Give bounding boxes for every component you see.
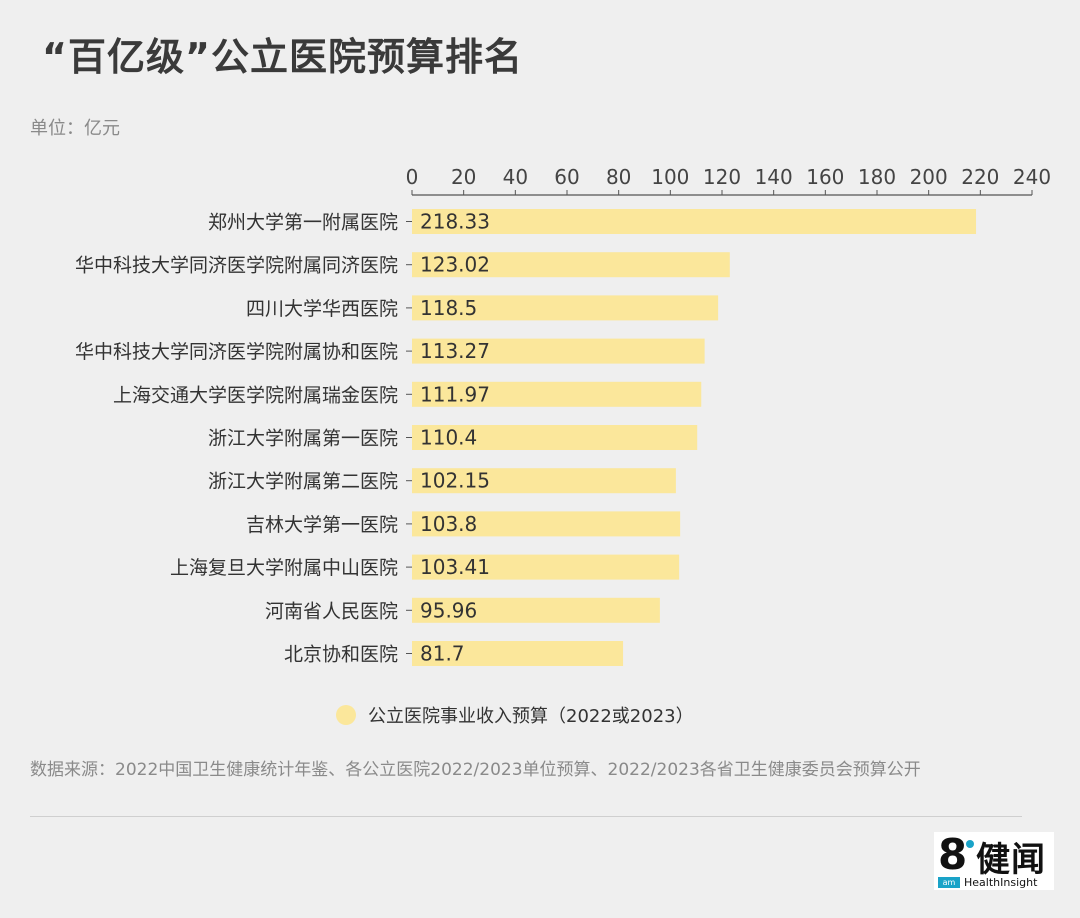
x-tick-label: 40 [503,165,528,189]
bar [412,511,681,537]
category-label: 河南省人民医院 [265,600,398,622]
logo-name-en: HealthInsight [964,876,1038,889]
page-title: “百亿级”公立医院预算排名 [42,35,523,79]
bar [412,295,719,321]
legend: 公立医院事业收入预算（2022或2023） [336,702,694,728]
brand-logo: 8 健闻 am HealthInsight [934,830,1054,892]
value-label: 102.15 [420,469,490,493]
x-tick-label: 120 [703,165,741,189]
value-label: 123.02 [420,253,490,277]
category-label: 吉林大学第一医院 [246,514,398,536]
x-tick-label: 80 [606,165,631,189]
category-label: 上海交通大学医学院附属瑞金医院 [113,384,398,406]
bar [412,338,705,364]
bars: 郑州大学第一附属医院 218.33 华中科技大学同济医学院附属同济医院 123.02 四… [75,209,977,666]
value-label: 218.33 [420,210,490,234]
legend-label: 公立医院事业收入预算（2022或2023） [368,706,694,727]
x-tick-label: 180 [858,165,896,189]
logo-tag: am [938,877,960,888]
bar [412,641,624,666]
divider [30,816,1022,817]
category-label: 浙江大学附属第二医院 [208,471,398,493]
category-label: 郑州大学第一附属医院 [208,212,398,234]
value-label: 111.97 [420,382,490,406]
x-tick-label: 240 [1013,165,1051,189]
bar [412,597,660,623]
x-tick-label: 200 [910,165,948,189]
bar [412,425,698,450]
legend-swatch [336,705,356,725]
value-label: 110.4 [420,426,477,450]
x-tick-label: 100 [651,165,689,189]
value-label: 118.5 [420,296,477,320]
x-tick-label: 0 [406,165,419,189]
value-label: 113.27 [420,339,490,363]
source-note: 数据来源：2022中国卫生健康统计年鉴、各公立医院2022/2023单位预算、2… [30,760,921,780]
category-label: 华中科技大学同济医学院附属同济医院 [75,255,398,277]
bar [412,252,730,278]
bar [412,554,680,580]
value-label: 95.96 [420,598,477,622]
x-tick-label: 60 [554,165,579,189]
category-label: 浙江大学附属第一医院 [208,428,398,450]
unit-label: 单位：亿元 [30,118,120,139]
x-tick-label: 20 [451,165,476,189]
x-tick-label: 220 [961,165,999,189]
category-label: 上海复旦大学附属中山医院 [170,557,398,579]
x-tick-label: 140 [755,165,793,189]
logo-mark: 8 [938,830,968,879]
x-tick-label: 160 [806,165,844,189]
x-axis: 0 20 40 60 80 100 120 140 160 180 200 220 240 [406,165,1051,196]
bar [412,381,702,407]
category-label: 四川大学华西医院 [246,298,398,320]
value-label: 103.41 [420,555,490,579]
logo-dot-icon [966,840,974,848]
logo-name-cn: 健闻 [976,840,1046,880]
value-label: 81.7 [420,642,465,666]
bar [412,209,977,234]
bar-chart: 0 20 40 60 80 100 120 140 160 180 200 220 240 郑州大学第一… [75,165,1051,666]
value-label: 103.8 [420,512,477,536]
category-label: 华中科技大学同济医学院附属协和医院 [75,341,398,363]
bar [412,468,676,494]
category-label: 北京协和医院 [284,644,398,666]
